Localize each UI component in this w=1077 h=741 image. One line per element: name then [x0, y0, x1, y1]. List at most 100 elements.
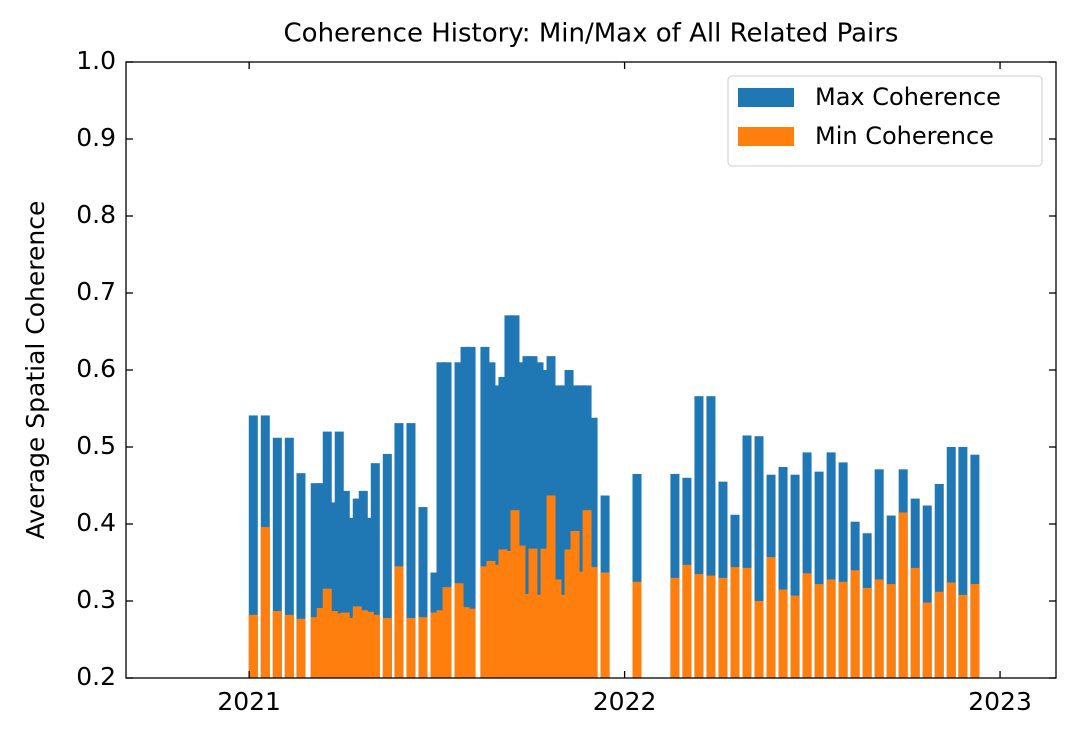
x-tick-label: 2021 [217, 687, 281, 716]
bar [328, 502, 338, 678]
bar [370, 614, 380, 678]
bar [454, 362, 464, 678]
bar [778, 589, 788, 678]
x-tick-label: 2023 [968, 687, 1032, 716]
bar [814, 584, 824, 678]
bar [528, 356, 538, 678]
bar [296, 473, 306, 678]
bar [492, 385, 502, 678]
bar [558, 594, 568, 678]
bar [754, 436, 764, 678]
bar [504, 315, 514, 678]
y-tick-label: 0.5 [76, 431, 116, 460]
bar [576, 571, 586, 678]
bar [364, 517, 374, 678]
legend-swatch [738, 127, 794, 146]
bar [504, 550, 514, 678]
bar [694, 396, 704, 678]
bar [632, 581, 642, 678]
bar [898, 512, 908, 678]
bar [546, 495, 556, 678]
bar [970, 454, 980, 678]
bar [540, 370, 550, 678]
bar [552, 579, 562, 678]
bar [958, 447, 968, 678]
bar [370, 463, 380, 678]
bar [826, 452, 836, 678]
x-tick-label: 2022 [593, 687, 657, 716]
y-tick-label: 0.6 [76, 354, 116, 383]
bar [970, 584, 980, 678]
bar [670, 473, 680, 678]
bar [730, 567, 740, 678]
bar [460, 607, 470, 678]
bar [480, 566, 490, 678]
bar [406, 617, 416, 678]
bar [364, 611, 374, 678]
bar [826, 579, 836, 678]
bar [814, 471, 824, 678]
bar [436, 610, 446, 678]
bar [328, 611, 338, 678]
bar [334, 613, 344, 678]
bar [600, 572, 610, 678]
bar [958, 594, 968, 678]
y-tick-label: 0.8 [76, 200, 116, 229]
y-tick-label: 0.7 [76, 277, 116, 306]
bar [272, 611, 282, 678]
bar [346, 617, 356, 678]
bar [510, 510, 520, 678]
bar [850, 570, 860, 678]
plot-frame [125, 61, 1057, 679]
bar [358, 490, 368, 678]
bar [706, 396, 716, 678]
bar [706, 575, 716, 678]
legend-label: Min Coherence [815, 122, 994, 150]
bar [248, 614, 258, 678]
bar [394, 566, 404, 678]
bar [394, 423, 404, 678]
bar [934, 483, 944, 678]
bar [418, 507, 428, 678]
bar [322, 588, 332, 678]
bar [528, 548, 538, 678]
y-tick-label: 0.4 [76, 508, 116, 537]
bar [934, 591, 944, 678]
bar [766, 557, 776, 678]
bar [778, 467, 788, 678]
bar [418, 617, 428, 678]
bar [352, 498, 362, 678]
legend-label: Max Coherence [815, 83, 1001, 111]
bar [718, 577, 728, 678]
bar [442, 362, 452, 678]
bar [284, 437, 294, 678]
bar [316, 483, 326, 678]
bar [284, 614, 294, 678]
bar [406, 423, 416, 678]
bar [922, 505, 932, 678]
legend-swatch [738, 88, 794, 107]
bar [588, 567, 598, 678]
bar [576, 385, 586, 678]
bar [534, 594, 544, 678]
bar [460, 346, 470, 678]
y-tick-label: 0.2 [76, 662, 116, 691]
bar [346, 517, 356, 678]
bar [248, 415, 258, 678]
bar [310, 483, 320, 678]
bar [946, 582, 956, 678]
bar [316, 607, 326, 678]
bar [522, 356, 532, 678]
bar [516, 362, 526, 678]
bar [802, 452, 812, 678]
bar [564, 370, 574, 678]
bar [334, 431, 344, 678]
bar [540, 548, 550, 678]
bar [454, 583, 464, 678]
bar [910, 567, 920, 678]
bar [466, 346, 476, 678]
bar [522, 594, 532, 678]
bar [382, 453, 392, 678]
bar [534, 362, 544, 678]
bar [874, 579, 884, 678]
